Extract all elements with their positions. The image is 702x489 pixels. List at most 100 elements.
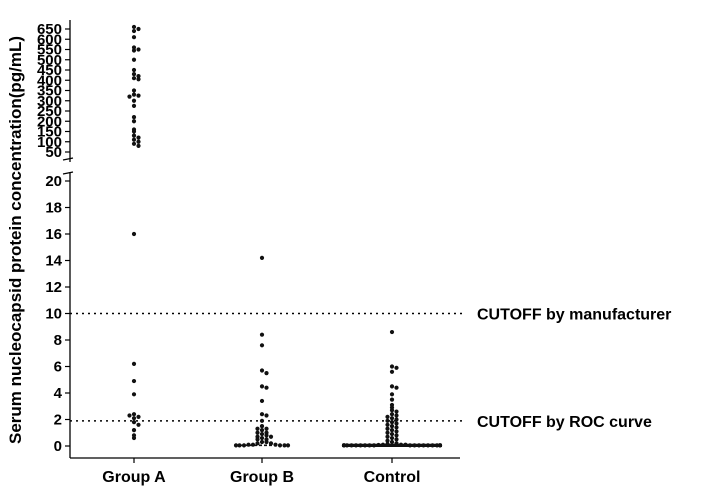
y-axis-label: Serum nucleocapsid protein concentration… xyxy=(6,36,25,444)
data-point xyxy=(389,392,395,397)
data-point xyxy=(389,420,395,425)
data-point xyxy=(394,421,399,426)
data-point xyxy=(259,418,265,423)
data-point xyxy=(255,437,260,442)
y-tick-label: 50 xyxy=(45,144,62,161)
data-point xyxy=(131,141,137,146)
data-point xyxy=(389,397,395,402)
x-category-label: Group B xyxy=(230,469,294,486)
y-tick-label: 20 xyxy=(45,173,62,190)
data-point xyxy=(136,26,141,32)
data-point xyxy=(385,418,390,423)
data-point xyxy=(264,413,269,418)
data-point xyxy=(385,426,390,431)
data-point xyxy=(389,428,395,433)
data-point xyxy=(385,438,390,443)
y-tick-label: 200 xyxy=(37,113,62,130)
data-point xyxy=(389,416,395,421)
y-tick-label: 450 xyxy=(37,62,62,79)
data-point xyxy=(389,424,395,429)
y-tick-label: 6 xyxy=(54,359,62,376)
data-point xyxy=(131,378,137,384)
data-point xyxy=(255,430,260,435)
data-point xyxy=(127,413,132,418)
data-point xyxy=(255,441,260,446)
data-point xyxy=(136,74,141,79)
data-point xyxy=(131,76,137,81)
data-point xyxy=(255,426,260,431)
data-point xyxy=(131,231,137,237)
axes xyxy=(62,20,460,463)
data-point xyxy=(259,431,265,437)
data-point xyxy=(268,441,274,446)
data-point xyxy=(394,437,399,442)
data-point xyxy=(131,119,137,124)
data-point xyxy=(131,133,137,138)
data-point xyxy=(394,385,399,390)
data-point xyxy=(389,364,395,369)
y-tick-label: 150 xyxy=(37,124,62,141)
data-point xyxy=(131,88,137,93)
data-point xyxy=(131,45,137,50)
cutoff-label: CUTOFF by manufacturer xyxy=(477,307,671,324)
data-point xyxy=(136,47,141,52)
data-point xyxy=(127,94,132,99)
y-tick-label: 18 xyxy=(45,200,62,217)
data-point xyxy=(264,426,269,431)
reference-lines xyxy=(70,312,465,422)
data-point xyxy=(131,361,137,366)
data-point xyxy=(264,433,269,438)
data-point xyxy=(131,28,137,34)
data-point xyxy=(389,408,395,413)
data-point xyxy=(131,48,137,53)
y-tick-label: 12 xyxy=(45,279,62,296)
data-point xyxy=(131,435,137,441)
data-point xyxy=(259,424,265,429)
data-point xyxy=(264,385,269,390)
data-point xyxy=(385,434,390,439)
y-tick-label: 300 xyxy=(37,93,62,110)
y-tick-label: 16 xyxy=(45,226,62,243)
data-point xyxy=(389,329,395,335)
data-point xyxy=(131,103,137,108)
data-point xyxy=(389,439,395,445)
data-point xyxy=(131,392,137,397)
data-point xyxy=(131,35,137,40)
data-point xyxy=(259,255,265,260)
data-point xyxy=(389,431,395,437)
data-point xyxy=(389,384,395,389)
data-point xyxy=(131,72,137,77)
data-point xyxy=(131,92,137,97)
data-point xyxy=(131,129,137,134)
data-point xyxy=(131,24,137,30)
y-tick-label: 600 xyxy=(37,31,62,48)
data-point xyxy=(394,365,399,370)
data-point xyxy=(136,77,141,82)
y-tick-label: 650 xyxy=(37,21,62,38)
y-tick-label: 550 xyxy=(37,42,62,59)
y-tick-label: 100 xyxy=(37,134,62,151)
data-point xyxy=(259,439,265,445)
y-tick-label: 250 xyxy=(37,103,62,120)
data-point xyxy=(131,412,137,417)
data-point xyxy=(131,420,137,425)
data-point xyxy=(131,137,137,142)
data-points xyxy=(127,24,443,448)
data-point xyxy=(259,332,265,337)
y-tick-label: 500 xyxy=(37,52,62,69)
data-point xyxy=(394,413,399,418)
data-point xyxy=(259,428,265,433)
data-point xyxy=(389,412,395,417)
data-point xyxy=(394,429,399,434)
data-point xyxy=(385,414,390,419)
data-point xyxy=(131,416,137,421)
data-point xyxy=(136,135,141,140)
y-tick-label: 0 xyxy=(54,438,62,455)
data-point xyxy=(394,409,399,414)
data-point xyxy=(136,143,141,148)
data-point xyxy=(394,425,399,430)
data-point xyxy=(394,433,399,438)
data-point xyxy=(259,435,265,441)
data-point xyxy=(385,422,390,427)
